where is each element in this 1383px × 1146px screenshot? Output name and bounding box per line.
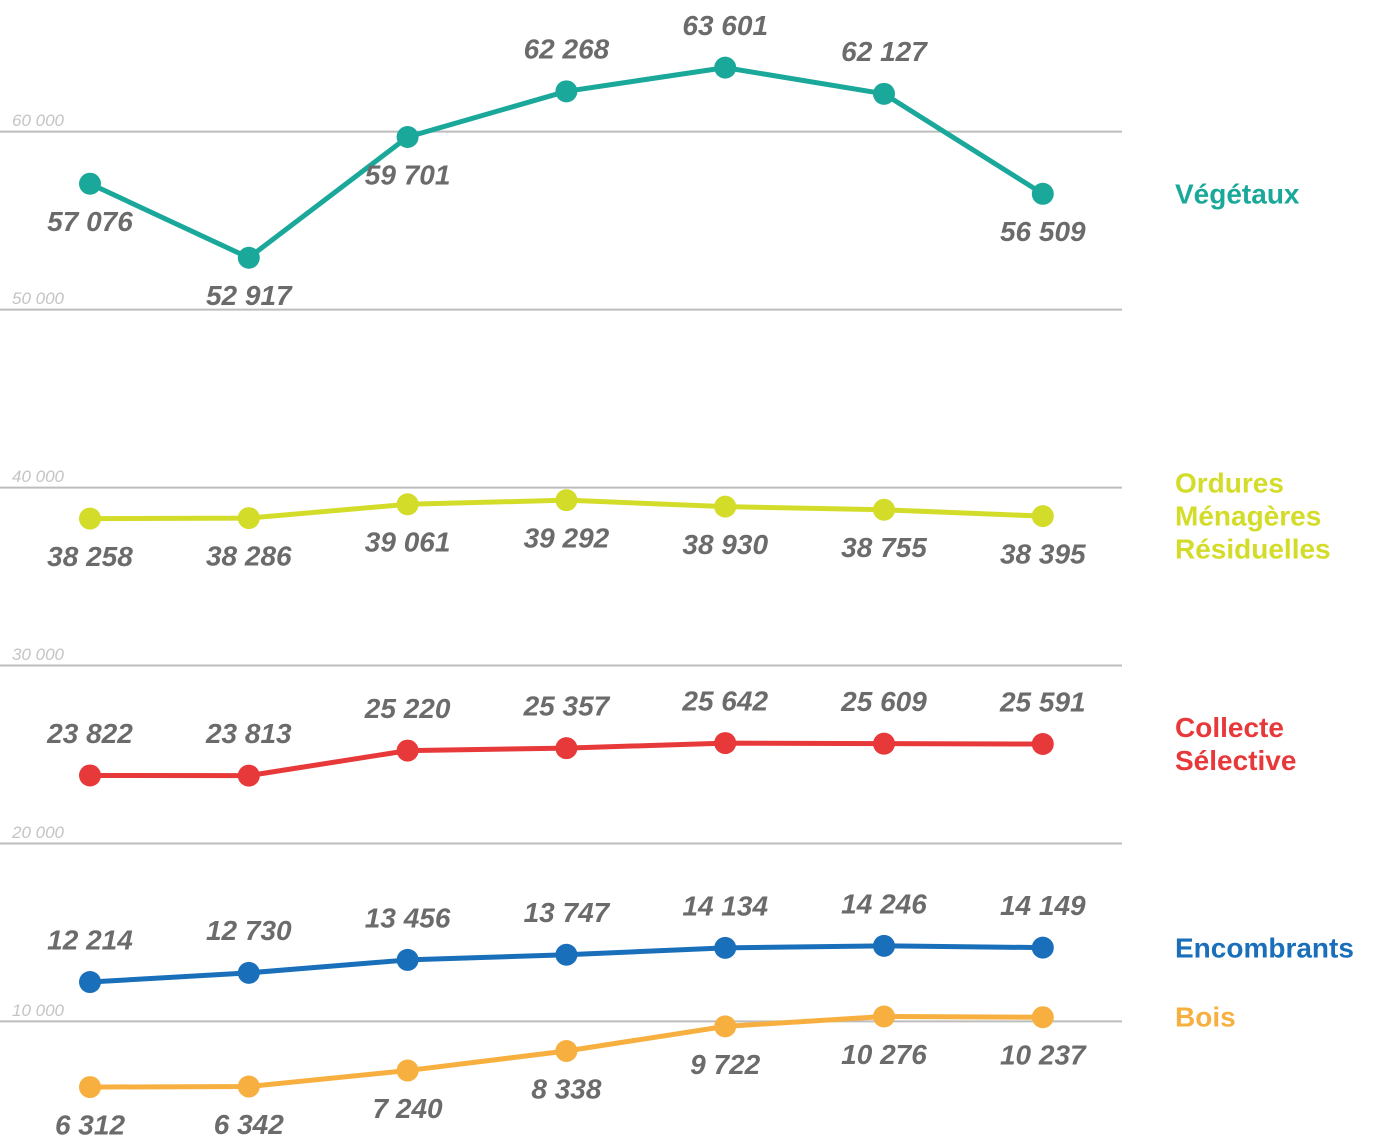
point (873, 1005, 895, 1028)
point (237, 1075, 260, 1098)
value-label: 39 061 (365, 527, 451, 558)
value-label: 14 246 (841, 888, 927, 919)
value-label: 8 338 (531, 1073, 601, 1104)
value-label: 52 917 (206, 280, 293, 311)
value-label: 25 220 (364, 693, 451, 724)
legend-entry: Encombrants (1175, 932, 1354, 964)
value-label: 63 601 (682, 10, 768, 41)
legend-entry: Collecte Sélective (1175, 711, 1297, 776)
point (237, 764, 260, 787)
value-label: 12 730 (206, 915, 292, 946)
point (555, 1040, 578, 1063)
legend-entry: Végétaux (1175, 178, 1300, 210)
value-label: 38 258 (47, 541, 133, 572)
y-tick-label: 30 000 (12, 645, 65, 664)
point (79, 172, 101, 195)
point (79, 971, 101, 994)
value-label: 10 237 (1000, 1040, 1087, 1071)
legend-entry: Ordures Ménagères Résiduelles (1175, 467, 1331, 565)
y-tick-label: 50 000 (12, 289, 65, 308)
point (555, 737, 578, 760)
value-label: 25 609 (840, 686, 927, 717)
point (555, 943, 578, 966)
point (714, 56, 737, 79)
point (79, 764, 101, 787)
value-label: 59 701 (365, 159, 451, 190)
point (714, 732, 737, 755)
value-label: 7 240 (373, 1093, 443, 1124)
point (79, 1076, 101, 1099)
point (237, 507, 260, 530)
point (873, 498, 895, 521)
value-label: 25 642 (681, 685, 768, 716)
point (555, 489, 578, 512)
point (1031, 936, 1054, 959)
point (1031, 732, 1054, 755)
value-label: 38 395 (1000, 539, 1086, 570)
point (237, 961, 260, 984)
point (79, 507, 101, 530)
value-label: 25 357 (523, 691, 611, 722)
point (1031, 1006, 1054, 1029)
point (1031, 182, 1054, 205)
point (1031, 505, 1054, 528)
value-label: 14 134 (682, 890, 768, 921)
point (873, 934, 895, 957)
value-label: 13 747 (524, 897, 611, 928)
value-label: 14 149 (1000, 890, 1086, 921)
value-label: 62 268 (524, 34, 610, 65)
point (396, 493, 419, 516)
point (396, 948, 419, 971)
value-label: 38 930 (682, 529, 768, 560)
point (396, 126, 419, 149)
point (396, 1059, 419, 1082)
point (237, 246, 260, 269)
y-tick-label: 10 000 (12, 1001, 65, 1020)
value-label: 39 292 (524, 523, 610, 554)
value-label: 23 813 (205, 718, 292, 749)
value-label: 38 286 (206, 540, 292, 571)
value-label: 9 722 (690, 1049, 760, 1080)
legend-entry: Bois (1175, 1001, 1236, 1033)
value-label: 6 342 (214, 1109, 284, 1140)
value-label: 57 076 (47, 206, 133, 237)
value-label: 23 822 (46, 718, 133, 749)
y-tick-label: 60 000 (12, 111, 65, 130)
point (714, 1015, 737, 1038)
point (714, 495, 737, 518)
value-label: 38 755 (841, 532, 927, 563)
value-label: 56 509 (1000, 216, 1086, 247)
value-label: 25 591 (999, 686, 1086, 717)
y-tick-label: 20 000 (11, 823, 65, 842)
point (555, 80, 578, 103)
value-label: 12 214 (47, 924, 133, 955)
point (714, 936, 737, 959)
value-label: 13 456 (365, 902, 451, 933)
point (396, 739, 419, 762)
point (873, 732, 895, 755)
value-label: 62 127 (841, 36, 928, 67)
point (873, 82, 895, 105)
value-label: 6 312 (55, 1109, 125, 1140)
value-label: 10 276 (841, 1039, 927, 1070)
y-tick-label: 40 000 (12, 467, 65, 486)
